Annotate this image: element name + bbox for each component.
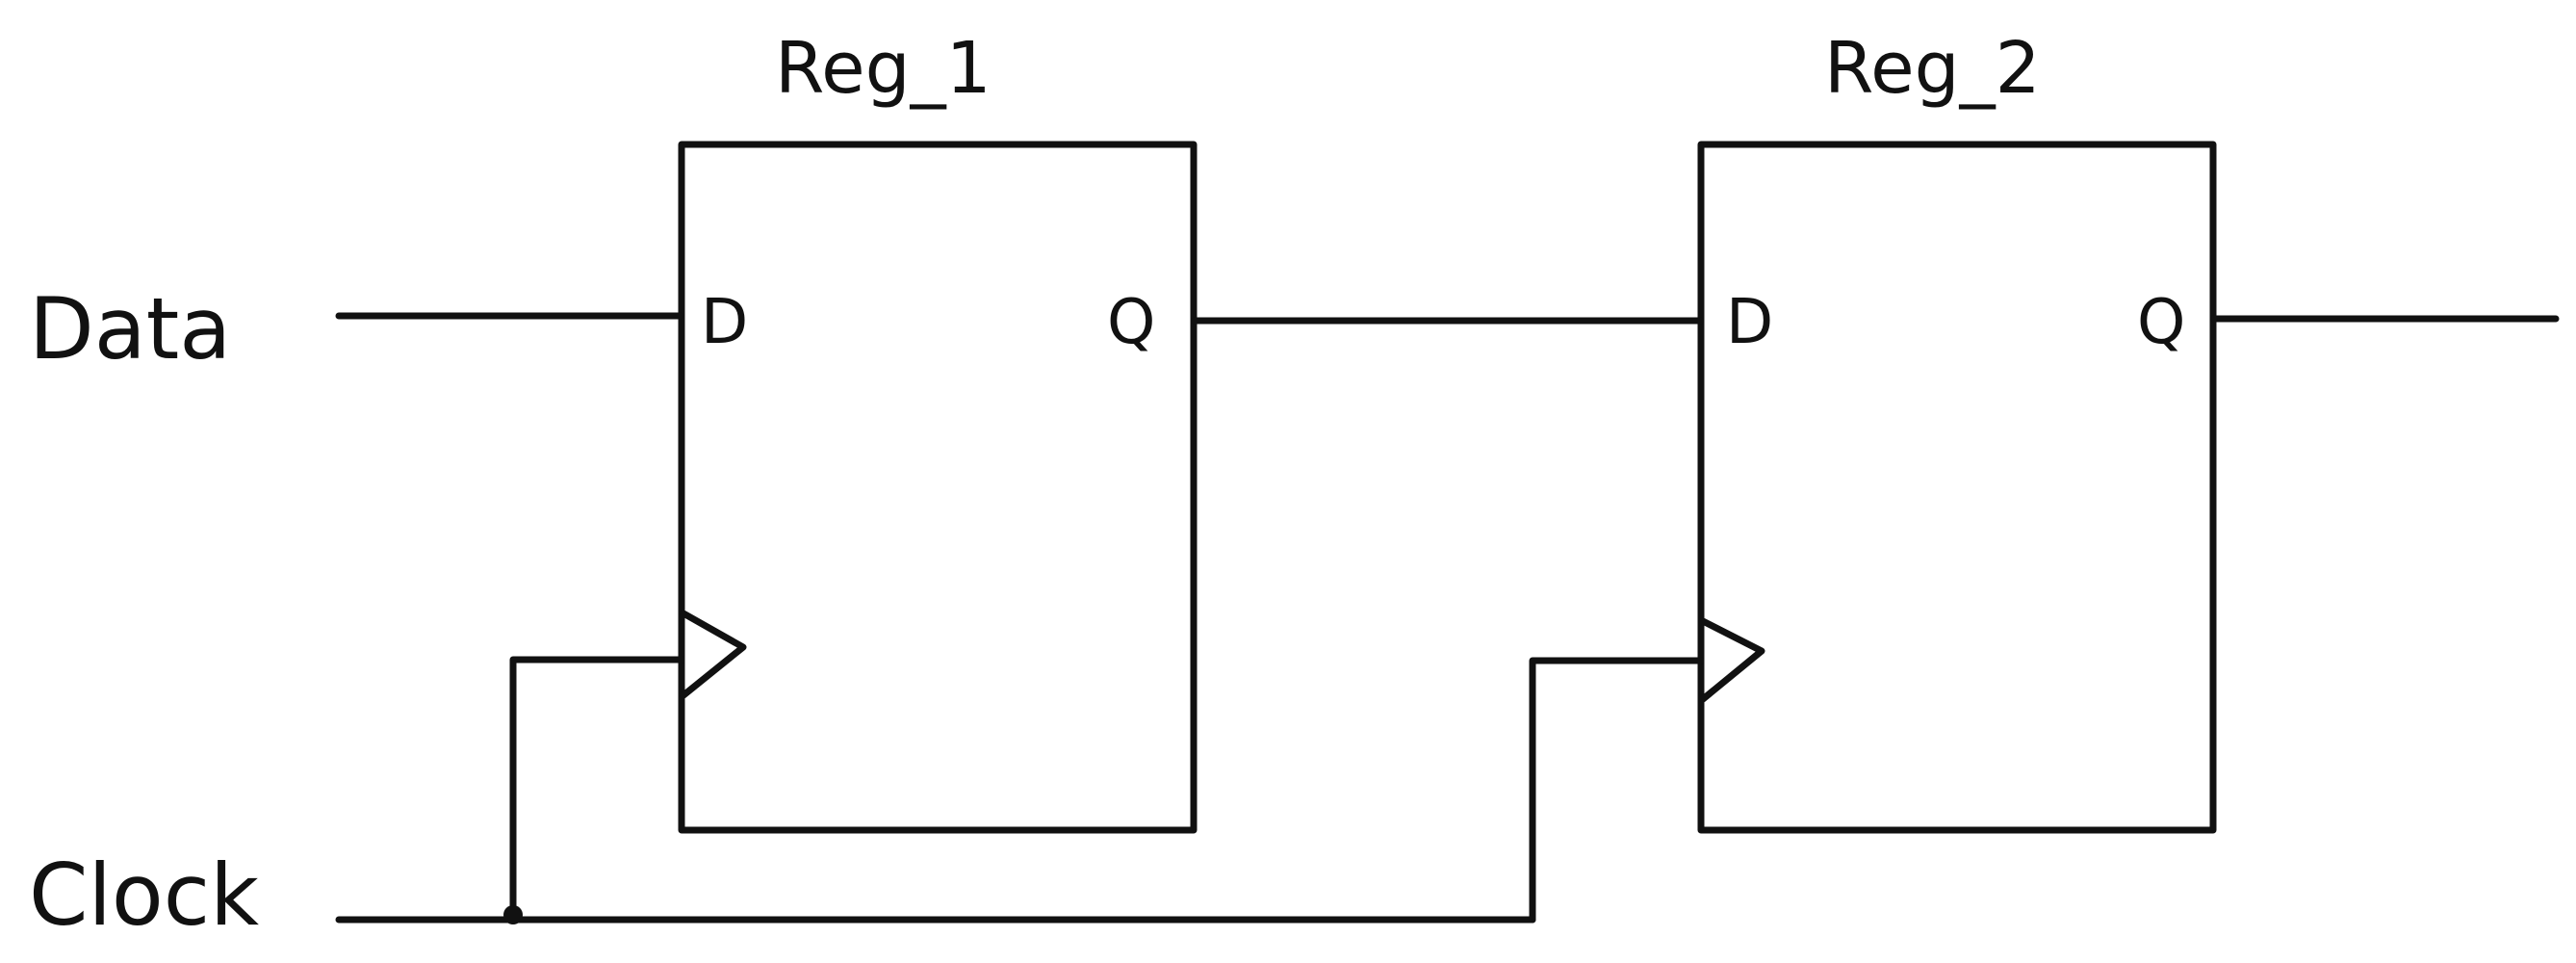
- register-2-title: Reg_2: [1824, 27, 2041, 110]
- clock-input-label: Clock: [29, 846, 259, 945]
- data-input-label: Data: [29, 279, 231, 378]
- register-2-d-port-label: D: [1726, 287, 1773, 358]
- register-1-box: [678, 141, 1198, 834]
- register-2: Reg_2 D Q: [1697, 27, 2217, 834]
- register-1-q-port-label: Q: [1107, 287, 1155, 358]
- register-2-box: [1697, 141, 2217, 834]
- register-2-q-port-label: Q: [2137, 287, 2185, 358]
- register-1: Reg_1 D Q: [678, 27, 1198, 834]
- register-1-title: Reg_1: [775, 27, 992, 110]
- clock-branch-register-1-wire: [509, 656, 685, 924]
- register-1-d-port-label: D: [701, 287, 748, 358]
- clock-junction-dot: [503, 905, 523, 924]
- clock-branch-register-2-wire: [1529, 657, 1705, 924]
- register-2-clock-triangle-icon: [1699, 617, 1765, 703]
- register-1-clock-triangle-icon: [680, 610, 747, 699]
